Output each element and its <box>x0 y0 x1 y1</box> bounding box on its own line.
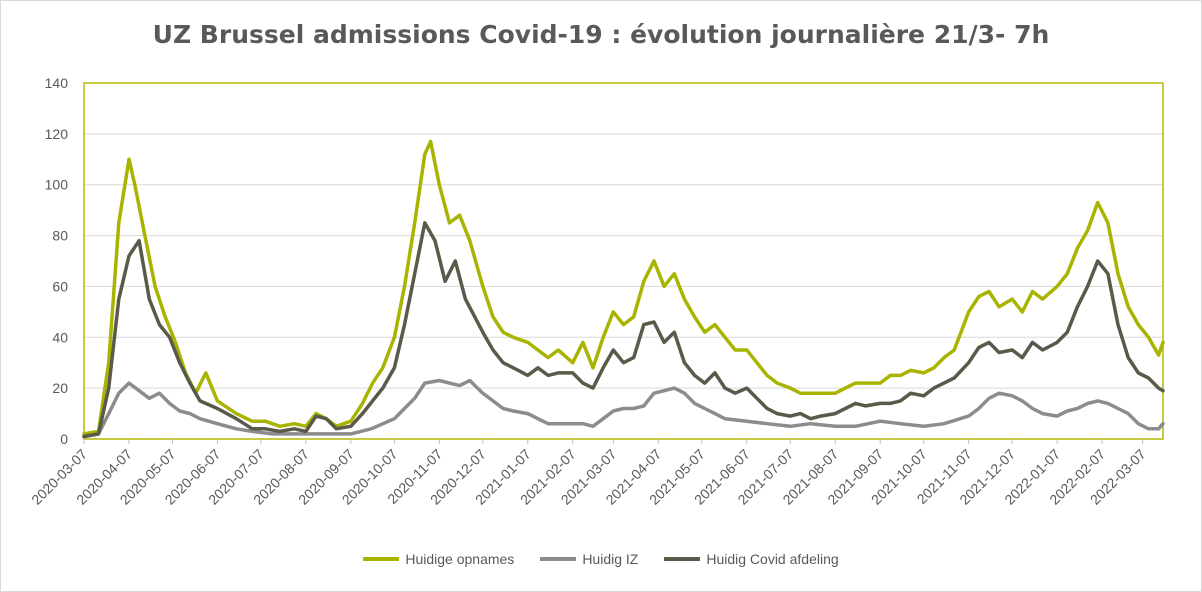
legend-swatch-iz <box>540 557 577 561</box>
series-line-huidig-covid-afdeling <box>82 221 1165 439</box>
y-tick-label: 140 <box>45 75 69 91</box>
legend-item-afdeling: Huidig Covid afdeling <box>664 551 839 567</box>
legend: Huidige opnames Huidig IZ Huidig Covid a… <box>0 551 1202 567</box>
series-line-huidig-iz <box>82 378 1165 439</box>
y-tick-label: 40 <box>52 329 68 345</box>
legend-item-opnames: Huidige opnames <box>363 551 514 567</box>
series-line-huidige-opnames <box>82 139 1165 436</box>
legend-swatch-opnames <box>363 557 400 561</box>
legend-label-afdeling: Huidig Covid afdeling <box>706 551 839 567</box>
x-axis-tick-labels: 2020-03-072020-04-072020-05-072020-06-07… <box>28 439 1149 508</box>
y-tick-label: 100 <box>45 177 69 193</box>
legend-swatch-afdeling <box>664 557 701 561</box>
y-tick-label: 120 <box>45 126 69 142</box>
series-lines <box>82 139 1165 439</box>
y-tick-label: 20 <box>52 380 68 396</box>
chart-title: UZ Brussel admissions Covid-19 : évoluti… <box>152 20 1050 49</box>
y-tick-label: 0 <box>60 431 68 447</box>
plot-area-border <box>83 82 1164 440</box>
y-tick-label: 80 <box>52 228 68 244</box>
grid-lines <box>84 133 1163 389</box>
legend-label-opnames: Huidige opnames <box>405 551 515 567</box>
y-tick-label: 60 <box>52 278 68 294</box>
legend-label-iz: Huidig IZ <box>582 551 639 567</box>
legend-item-iz: Huidig IZ <box>540 551 638 567</box>
y-axis-tick-labels: 0 20 40 60 80 100 120 140 <box>45 75 69 447</box>
